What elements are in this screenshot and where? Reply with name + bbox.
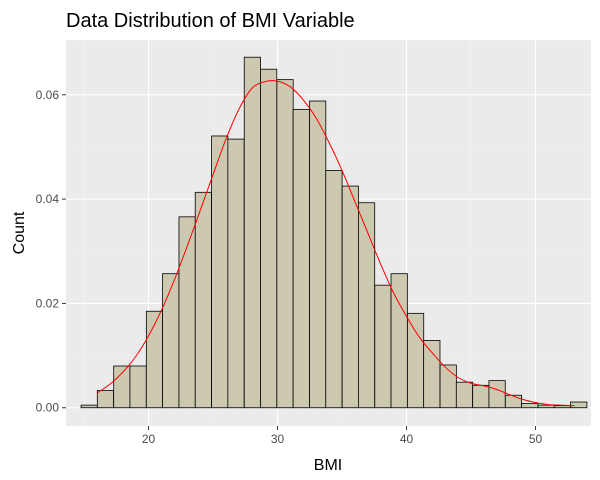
histogram-bar — [80, 404, 98, 409]
histogram-bar — [260, 68, 278, 409]
histogram-bar — [439, 364, 457, 409]
histogram-bars — [80, 56, 588, 409]
histogram-bar — [504, 394, 523, 409]
histogram-bar — [521, 403, 539, 409]
histogram-bar — [472, 384, 490, 409]
y-tick-label: 0.00 — [36, 401, 60, 415]
histogram-bar — [243, 56, 261, 409]
x-axis-ticks: 20 30 40 50 — [142, 426, 543, 446]
histogram-bar — [390, 273, 408, 409]
histogram-bar — [129, 365, 147, 409]
histogram-bar — [276, 79, 294, 409]
histogram-bar — [162, 273, 180, 409]
x-axis-title: BMI — [314, 457, 342, 474]
histogram-bar — [96, 390, 115, 409]
histogram-bar — [145, 310, 164, 409]
y-tick-label: 0.04 — [36, 192, 60, 206]
histogram-bar — [537, 404, 555, 409]
histogram-bar — [211, 135, 229, 409]
x-tick-label: 40 — [400, 432, 414, 446]
histogram-bar — [113, 365, 131, 409]
density-curve — [96, 80, 575, 407]
histogram-bar — [194, 191, 212, 409]
y-axis-title: Count — [11, 211, 28, 254]
x-tick-label: 20 — [142, 432, 156, 446]
histogram-bar — [341, 185, 359, 409]
y-tick-label: 0.06 — [36, 88, 60, 102]
chart-title: Data Distribution of BMI Variable — [66, 10, 355, 32]
y-axis-ticks: 0.00 0.02 0.04 0.06 — [36, 88, 66, 415]
histogram-bar — [309, 100, 327, 409]
histogram-bar — [325, 170, 343, 409]
histogram-bar — [374, 284, 392, 409]
histogram-bar — [227, 138, 245, 409]
histogram-bar — [357, 202, 376, 409]
histogram-bar — [423, 340, 441, 409]
x-tick-label: 50 — [529, 432, 543, 446]
histogram-bar — [570, 401, 588, 409]
x-tick-label: 30 — [271, 432, 285, 446]
histogram-bar — [455, 381, 474, 409]
histogram-bar — [292, 108, 310, 409]
histogram-bar — [407, 312, 425, 409]
histogram-bar — [488, 380, 506, 409]
histogram-bar — [553, 405, 571, 409]
y-tick-label: 0.02 — [36, 296, 60, 310]
